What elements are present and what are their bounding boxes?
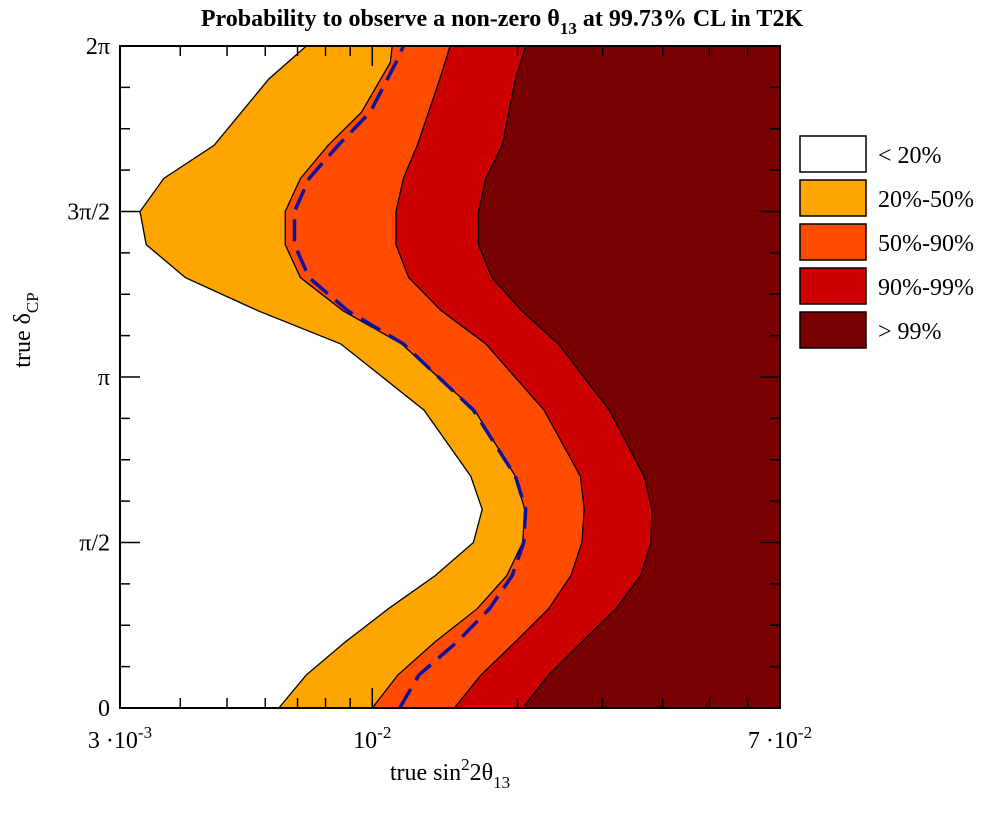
contour-line-90 — [395, 45, 585, 709]
legend-label: 50%-90% — [878, 231, 974, 257]
plot-area — [119, 45, 781, 709]
legend-swatch — [799, 267, 867, 305]
axis-ticks — [119, 45, 781, 709]
legend-swatch — [799, 135, 867, 173]
dashed-reference-curve — [292, 45, 528, 709]
y-tick-label: 3π/2 — [67, 199, 110, 225]
legend: < 20% 20%-50% 50%-90% 90%-99% > 99% — [799, 135, 974, 349]
legend-swatch — [799, 179, 867, 217]
contour-line-99 — [477, 45, 653, 709]
x-tick-label: 3 ·10-3 — [88, 723, 152, 754]
contour-line-20 — [139, 45, 483, 709]
probability-regions — [120, 45, 780, 709]
chart-title: Probability to observe a non-zero θ13 at… — [201, 6, 804, 38]
legend-swatch — [799, 223, 867, 261]
y-tick-label: 0 — [98, 696, 110, 722]
y-axis-label: true δCP — [10, 292, 42, 367]
legend-label: 90%-99% — [878, 275, 974, 301]
legend-swatch — [799, 311, 867, 349]
x-axis-label: true sin22θ13 — [390, 755, 510, 792]
legend-label: < 20% — [878, 143, 942, 169]
y-tick-label: π — [98, 365, 110, 391]
legend-label: > 99% — [878, 319, 942, 345]
x-tick-label: 10-2 — [353, 723, 391, 754]
y-tick-label: 2π — [86, 34, 110, 60]
y-tick-labels: 0 π/2 π 3π/2 2π — [67, 34, 110, 722]
y-tick-label: π/2 — [79, 530, 110, 556]
region-above-99 — [478, 46, 780, 708]
x-tick-label: 7 ·10-2 — [748, 723, 812, 754]
x-tick-labels: 3 ·10-3 10-2 7 ·10-2 — [88, 723, 812, 754]
legend-label: 20%-50% — [878, 187, 974, 213]
